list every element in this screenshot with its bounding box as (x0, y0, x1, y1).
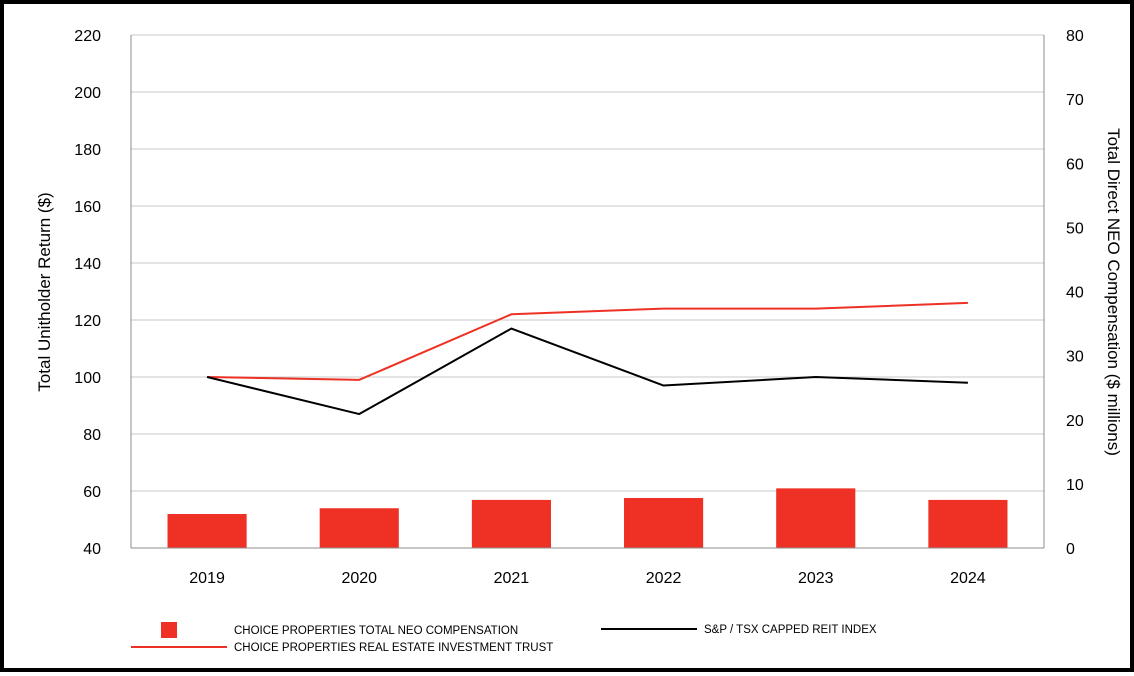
right-tick-label: 60 (1066, 156, 1084, 173)
x-tick-label: 2021 (494, 570, 530, 587)
left-tick-label: 200 (74, 85, 101, 102)
legend-label-neo-compensation: CHOICE PROPERTIES TOTAL NEO COMPENSATION (234, 625, 518, 637)
left-tick-label: 120 (74, 313, 101, 330)
right-tick-label: 70 (1066, 92, 1084, 109)
gridlines (131, 34, 1044, 492)
chart-canvas: 40 60 80 100 120 140 160 180 200 220 0 10 20 30 40 50 60… (35, 28, 1123, 654)
x-tick-label: 2022 (646, 570, 682, 587)
x-tick-label: 2020 (341, 570, 377, 587)
right-tick-label: 30 (1066, 349, 1084, 366)
bar (319, 508, 399, 548)
left-tick-label: 140 (74, 256, 101, 273)
bar (624, 497, 704, 548)
right-axis-title: Total Direct NEO Compensation ($ million… (1104, 128, 1123, 456)
left-tick-label: 40 (83, 541, 101, 558)
left-axis-title: Total Unitholder Return ($) (35, 192, 54, 391)
series-line (206, 327, 968, 416)
x-tick-label: 2024 (950, 570, 986, 587)
left-tick-label: 80 (83, 427, 101, 444)
x-tick-label: 2019 (189, 570, 225, 587)
bar-series (167, 488, 1008, 548)
left-tick-label: 180 (74, 142, 101, 159)
x-tick-label: 2023 (798, 570, 834, 587)
line-series (206, 301, 968, 416)
legend-swatch-neo-compensation (161, 622, 177, 638)
axes: 40 60 80 100 120 140 160 180 200 220 0 10 20 30 40 50 60… (74, 28, 1084, 587)
legend: CHOICE PROPERTIES TOTAL NEO COMPENSATION… (131, 622, 877, 654)
left-tick-label: 100 (74, 370, 101, 387)
bar (776, 488, 856, 548)
bar (928, 499, 1008, 548)
legend-label-reit-index: S&P / TSX CAPPED REIT INDEX (704, 624, 877, 636)
right-tick-label: 0 (1066, 541, 1075, 558)
left-tick-label: 160 (74, 199, 101, 216)
right-tick-label: 10 (1066, 477, 1084, 494)
left-tick-label: 60 (83, 484, 101, 501)
right-tick-label: 50 (1066, 220, 1084, 237)
left-tick-label: 220 (74, 28, 101, 45)
right-tick-label: 40 (1066, 285, 1084, 302)
right-tick-label: 80 (1066, 28, 1084, 45)
bar (167, 514, 247, 548)
series-line (207, 301, 968, 381)
legend-label-choice-trust: CHOICE PROPERTIES REAL ESTATE INVESTMENT… (234, 642, 553, 654)
right-tick-label: 20 (1066, 413, 1084, 430)
bar (471, 499, 551, 548)
